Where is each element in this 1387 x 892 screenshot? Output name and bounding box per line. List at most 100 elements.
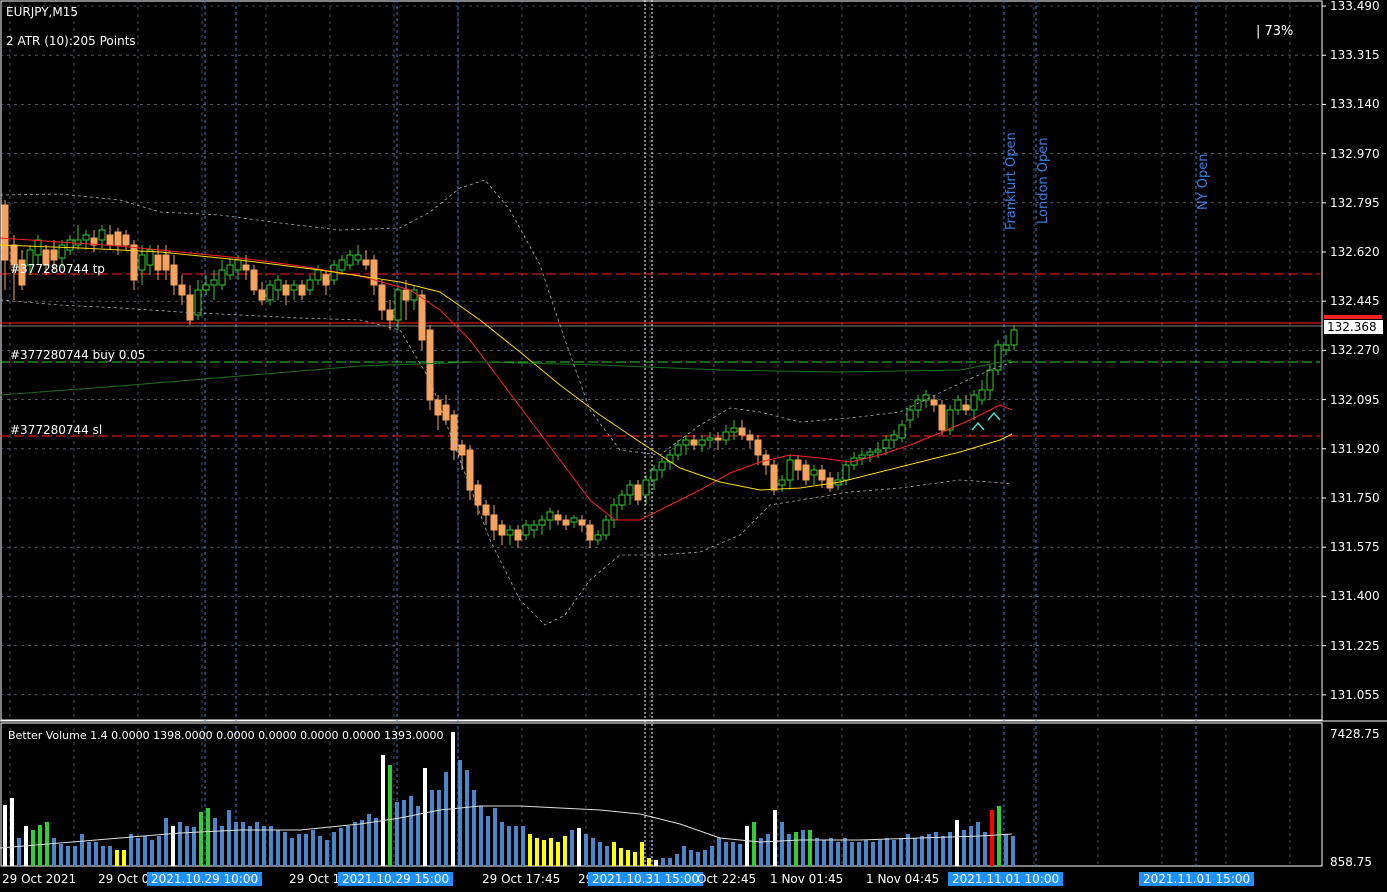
- volume-bar: [269, 826, 273, 866]
- candle-body: [658, 461, 666, 471]
- volume-bar: [661, 858, 665, 866]
- candle-body: [954, 399, 962, 411]
- volume-bar: [976, 822, 980, 866]
- candle-body: [482, 504, 490, 516]
- candle-body: [706, 437, 714, 441]
- candle-body: [282, 284, 290, 296]
- candle-body: [298, 284, 306, 296]
- volume-bar: [493, 808, 497, 866]
- volume-bar: [185, 826, 189, 866]
- candle-body: [210, 279, 218, 286]
- candle-body: [354, 254, 362, 261]
- current-price-marker: [1324, 315, 1382, 319]
- volume-bar: [507, 826, 511, 866]
- candle-body: [802, 464, 810, 481]
- volume-bar: [717, 838, 721, 866]
- volume-bar: [136, 838, 140, 866]
- volume-bar: [486, 816, 490, 866]
- volume-bar: [857, 842, 861, 866]
- candle-body: [18, 259, 26, 286]
- candle-body: [346, 254, 354, 266]
- volume-bar: [87, 842, 91, 866]
- candle-body: [186, 294, 194, 321]
- candle-body: [634, 484, 642, 501]
- volume-bar: [738, 844, 742, 866]
- candle-body: [66, 239, 74, 251]
- candle-body: [90, 237, 98, 246]
- volume-axis-bottom: 858.75: [1330, 855, 1372, 869]
- volume-bar: [745, 826, 749, 866]
- percent-label: | 73%: [1256, 24, 1294, 39]
- volume-bar: [283, 832, 287, 866]
- bollinger-lower: [0, 299, 1013, 626]
- candle-body: [498, 524, 506, 536]
- volume-bar: [871, 842, 875, 866]
- candle-body: [810, 469, 818, 476]
- volume-bar: [143, 836, 147, 866]
- volume-bar: [3, 805, 7, 866]
- candle-body: [50, 249, 58, 261]
- volume-bar: [38, 825, 42, 866]
- candle-body: [26, 249, 34, 266]
- candle-body: [106, 234, 114, 246]
- candle-body: [682, 439, 690, 446]
- volume-bar: [584, 834, 588, 866]
- ma-yellow-line: [0, 244, 1013, 491]
- time-highlight: 2021.10.29 10:00: [147, 872, 263, 886]
- volume-bar: [969, 826, 973, 866]
- candle-body: [1010, 329, 1018, 346]
- bollinger-upper: [0, 179, 1013, 456]
- price-tick: 133.490: [1330, 0, 1380, 13]
- candle-body: [970, 394, 978, 411]
- volume-bar: [934, 832, 938, 866]
- volume-bar: [822, 840, 826, 866]
- volume-bar: [703, 850, 707, 866]
- price-tick: 132.970: [1330, 146, 1380, 161]
- volume-bar: [150, 840, 154, 866]
- volume-bar: [395, 802, 399, 866]
- volume-bar: [654, 860, 658, 866]
- order-buy-label[interactable]: #377280744 buy 0.05: [10, 348, 146, 362]
- volume-bar: [1004, 834, 1008, 866]
- volume-bar: [31, 830, 35, 866]
- volume-bar: [787, 834, 791, 866]
- volume-bar: [500, 822, 504, 866]
- candle-body: [434, 399, 442, 416]
- candle-body: [554, 514, 562, 521]
- volume-bar: [381, 755, 385, 866]
- volume-bar: [696, 852, 700, 866]
- candle-body: [922, 394, 930, 401]
- volume-bar: [290, 838, 294, 866]
- candle-body: [250, 269, 258, 291]
- volume-bar: [94, 842, 98, 866]
- volume-bar: [192, 827, 196, 866]
- candle-body: [490, 514, 498, 531]
- volume-bar: [780, 822, 784, 866]
- price-tick: 131.575: [1330, 540, 1380, 555]
- order-sl-label[interactable]: #377280744 sl: [10, 423, 103, 437]
- candle-body: [722, 431, 730, 441]
- order-tp-label[interactable]: #377280744 tp: [10, 262, 105, 276]
- price-tick: 131.225: [1330, 638, 1380, 653]
- volume-bar: [115, 850, 119, 866]
- volume-bar: [17, 838, 21, 866]
- volume-bar: [199, 812, 203, 866]
- price-tick: 131.750: [1330, 491, 1380, 505]
- candle-body: [770, 464, 778, 491]
- london-open-label: London Open: [1036, 137, 1051, 224]
- volume-bar: [752, 822, 756, 866]
- volume-bar: [570, 830, 574, 866]
- volume-caption: Better Volume 1.4 0.0000 1398.0000 0.000…: [8, 729, 444, 742]
- volume-bar: [794, 832, 798, 866]
- volume-bar: [528, 834, 532, 866]
- volume-bar: [311, 830, 315, 866]
- volume-bar: [605, 846, 609, 866]
- time-highlight: 2021.10.29 15:00: [338, 872, 454, 886]
- volume-bar: [535, 838, 539, 866]
- volume-bar: [332, 832, 336, 866]
- candle-body: [618, 494, 626, 506]
- volume-bar: [458, 760, 462, 866]
- volume-bar: [1011, 836, 1015, 866]
- candle-body: [58, 244, 66, 259]
